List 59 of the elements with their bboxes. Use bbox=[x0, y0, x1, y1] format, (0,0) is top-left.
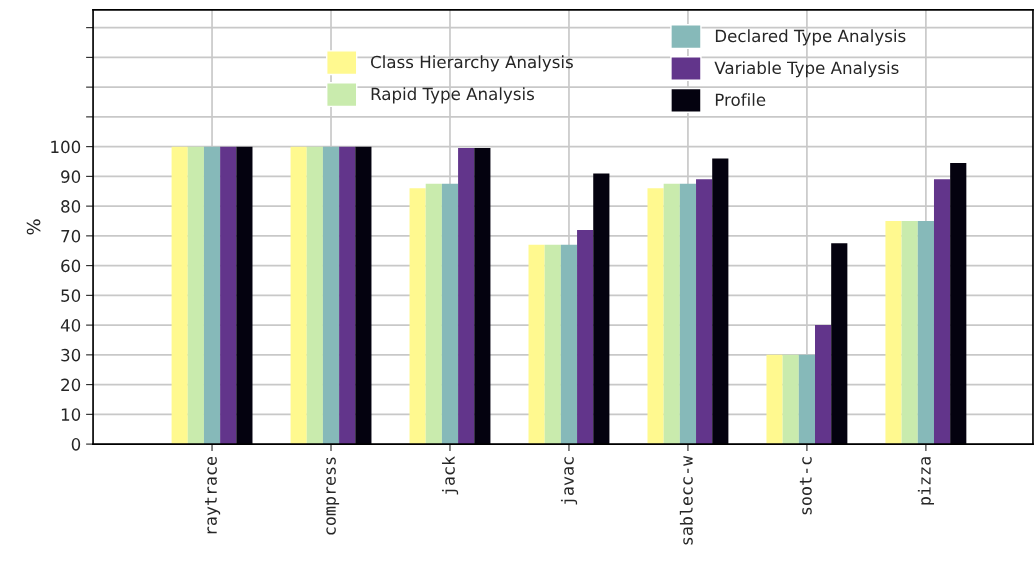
bar bbox=[901, 220, 918, 445]
y-tick-label: 70 bbox=[61, 229, 81, 243]
x-tick-label: raytrace bbox=[204, 456, 221, 534]
y-axis-title: % bbox=[26, 219, 41, 235]
y-tick-label: 80 bbox=[61, 200, 81, 213]
legend-label: Class Hierarchy Analysis bbox=[371, 55, 573, 72]
x-tick-label: javac bbox=[560, 457, 578, 505]
legend-label: Rapid Type Analysis bbox=[371, 87, 534, 104]
y-tick-label: 90 bbox=[61, 170, 81, 183]
bar bbox=[474, 148, 491, 445]
legend-label: Variable Type Analysis bbox=[714, 61, 899, 78]
y-tick-label: 100 bbox=[51, 140, 81, 154]
bar bbox=[203, 146, 221, 445]
bar bbox=[528, 244, 545, 445]
bar bbox=[917, 220, 934, 445]
y-tick-label: 60 bbox=[61, 259, 81, 273]
bar bbox=[236, 146, 253, 445]
bar bbox=[831, 243, 848, 445]
bar bbox=[647, 188, 664, 445]
y-tick-label: 20 bbox=[61, 378, 81, 392]
y-tick-label: 40 bbox=[60, 319, 81, 332]
bar bbox=[409, 188, 426, 445]
bar bbox=[306, 146, 323, 445]
bar bbox=[290, 146, 307, 445]
bar bbox=[950, 162, 967, 445]
y-tick-label: 30 bbox=[61, 348, 81, 362]
x-tick-label: sablecc-w bbox=[679, 455, 693, 545]
bar bbox=[782, 354, 799, 445]
bar bbox=[187, 146, 204, 445]
bar bbox=[593, 173, 610, 445]
bar bbox=[679, 183, 697, 445]
bar bbox=[355, 146, 372, 445]
x-tick-label: pizza bbox=[917, 457, 934, 505]
bar bbox=[885, 220, 902, 445]
bar bbox=[544, 244, 561, 445]
bar bbox=[220, 146, 237, 445]
bar bbox=[712, 158, 729, 445]
y-tick-label: 50 bbox=[61, 289, 81, 302]
bar bbox=[339, 146, 356, 445]
bar bbox=[322, 146, 340, 445]
bar bbox=[933, 179, 951, 445]
bar bbox=[458, 148, 475, 445]
x-tick-label: soot-c bbox=[799, 457, 812, 515]
bar bbox=[696, 179, 713, 445]
bar bbox=[577, 229, 594, 445]
bar bbox=[441, 183, 459, 445]
bar bbox=[798, 354, 815, 445]
x-tick-label: jack bbox=[441, 456, 459, 495]
bar bbox=[663, 183, 680, 445]
bar bbox=[766, 354, 783, 445]
bar bbox=[815, 325, 832, 445]
bar bbox=[425, 183, 442, 445]
y-tick-label: 10 bbox=[61, 408, 81, 421]
legend-label: Declared Type Analysis bbox=[715, 29, 906, 46]
bar bbox=[560, 244, 578, 445]
y-tick-label: 0 bbox=[71, 438, 81, 451]
x-tick-label: compress bbox=[326, 457, 340, 535]
legend-label: Profile bbox=[715, 93, 766, 107]
bar bbox=[171, 146, 188, 445]
